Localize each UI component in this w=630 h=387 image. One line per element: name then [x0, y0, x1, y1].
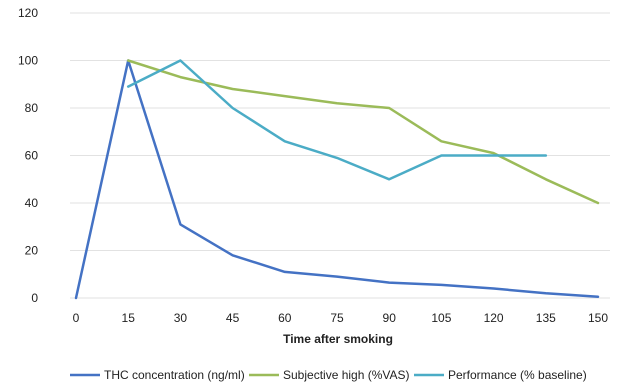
- x-tick-label: 45: [226, 311, 240, 325]
- y-tick-label: 80: [25, 101, 39, 115]
- legend-label: THC concentration (ng/ml): [104, 368, 245, 382]
- x-tick-label: 135: [536, 311, 556, 325]
- x-axis-ticks: 0 15 30 45 60 75 90 105 120 135 150: [73, 311, 609, 325]
- legend: THC concentration (ng/ml) Subjective high…: [70, 368, 587, 382]
- x-tick-label: 90: [383, 311, 397, 325]
- series-lines: [74, 59, 600, 300]
- x-tick-label: 150: [588, 311, 608, 325]
- x-tick-label: 75: [330, 311, 344, 325]
- y-tick-label: 0: [31, 291, 38, 305]
- x-tick-label: 60: [278, 311, 292, 325]
- x-axis-label: Time after smoking: [283, 332, 393, 346]
- y-tick-label: 60: [25, 149, 39, 163]
- gridlines: [70, 12, 610, 299]
- legend-label: Performance (% baseline): [448, 368, 587, 382]
- x-tick-label: 105: [431, 311, 451, 325]
- x-tick-label: 30: [174, 311, 188, 325]
- series-line-0: [74, 59, 600, 300]
- x-tick-label: 120: [484, 311, 504, 325]
- legend-label: Subjective high (%VAS): [283, 368, 410, 382]
- y-tick-label: 120: [18, 6, 38, 20]
- x-tick-label: 15: [122, 311, 136, 325]
- series-line-1: [126, 59, 600, 205]
- series-line-2: [126, 59, 548, 181]
- y-tick-label: 40: [25, 196, 39, 210]
- y-tick-label: 100: [18, 54, 38, 68]
- y-axis-ticks: 0 20 40 60 80 100 120: [18, 6, 38, 305]
- x-tick-label: 0: [73, 311, 80, 325]
- y-tick-label: 20: [25, 244, 39, 258]
